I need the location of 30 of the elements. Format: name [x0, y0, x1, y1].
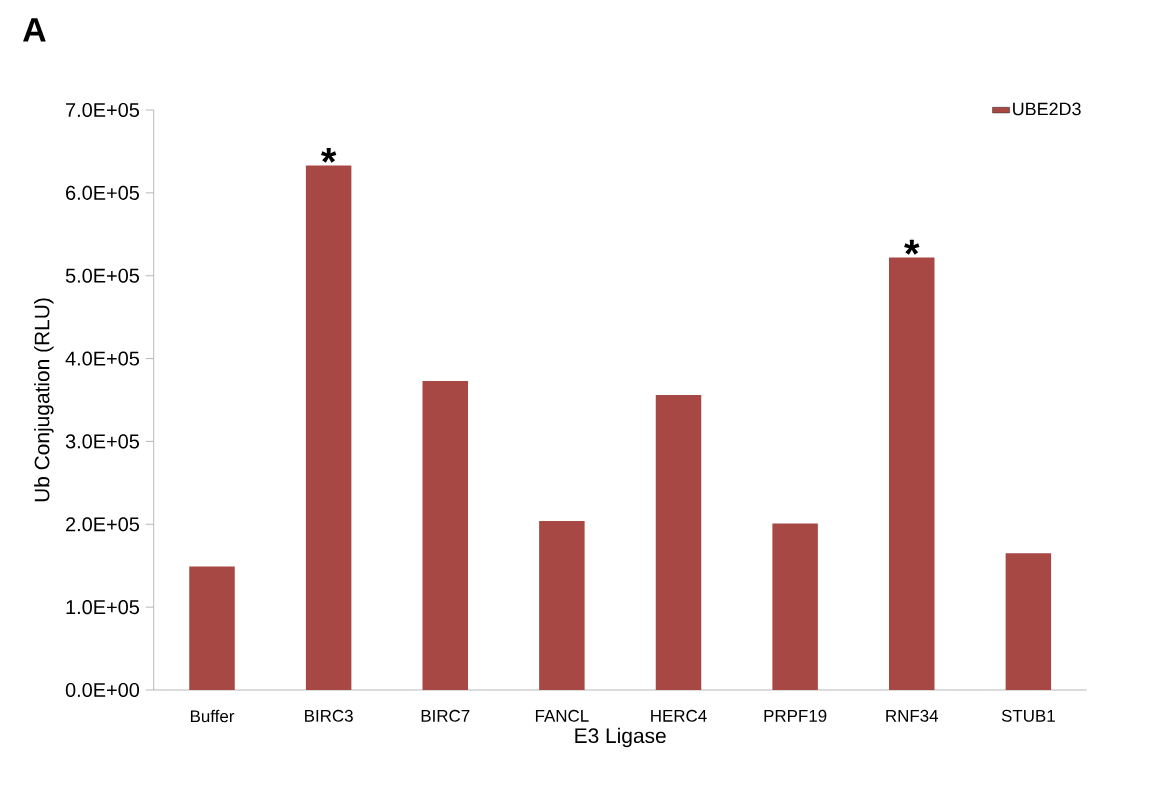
x-axis-title: E3 Ligase — [575, 727, 666, 748]
bar — [889, 257, 935, 690]
x-tick-label: PRPF19 — [764, 709, 827, 722]
x-tick-label: HERC4 — [651, 709, 707, 722]
y-tick-label: 3.0E+05 — [65, 434, 140, 449]
annotation: * — [320, 147, 337, 163]
y-tick-label: 5.0E+05 — [65, 268, 140, 283]
y-tick-label: 6.0E+05 — [66, 185, 140, 200]
y-tick-label: 0.0E+00 — [65, 682, 140, 698]
y-tick-label: 4.0E+05 — [65, 351, 140, 366]
legend-label: UBE2D3 — [1013, 102, 1081, 116]
bar — [772, 523, 818, 690]
y-tick-label: 1.0E+05 — [66, 600, 140, 615]
x-tick-label: STUB1 — [1001, 709, 1055, 722]
y-tick-label: 2.0E+05 — [66, 517, 140, 532]
x-tick-label: BIRC7 — [421, 709, 470, 722]
x-tick-label: RNF34 — [886, 709, 939, 722]
x-tick-label: BIRC3 — [305, 709, 353, 722]
bar — [422, 380, 468, 690]
bar — [189, 566, 235, 690]
bar — [305, 165, 352, 690]
bar — [655, 395, 702, 690]
bar — [539, 520, 585, 690]
x-tick-label: FANCL — [535, 709, 589, 722]
y-axis-title: Ub Conjugation (RLU) — [34, 298, 54, 502]
x-tick-label: Buffer — [190, 709, 235, 723]
bar — [1005, 553, 1052, 690]
annotation: * — [904, 239, 920, 255]
y-tick-label: 7.0E+05 — [66, 102, 140, 118]
text: A — [23, 18, 46, 42]
